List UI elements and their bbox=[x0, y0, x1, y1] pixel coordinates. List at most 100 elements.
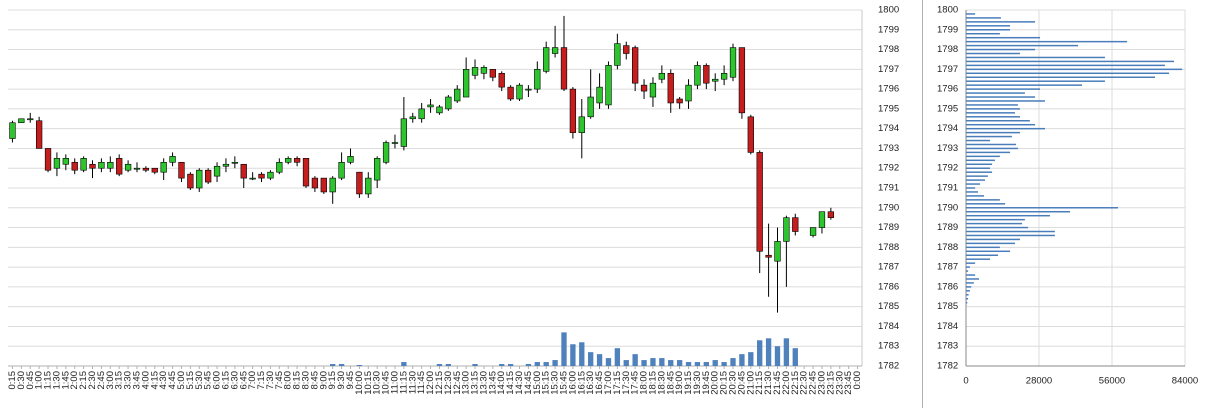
volume-bar bbox=[694, 362, 701, 366]
candle-body bbox=[302, 158, 310, 187]
x-tick-label: 9:45 bbox=[345, 371, 356, 390]
candle-body bbox=[53, 158, 61, 169]
profile-bar bbox=[966, 203, 1006, 205]
y-tick-label: 1785 bbox=[937, 301, 958, 312]
candle-body bbox=[436, 106, 443, 114]
profile-bar bbox=[966, 127, 1045, 130]
volume-bar bbox=[676, 360, 683, 366]
profile-bar bbox=[966, 298, 969, 300]
x-tick-label: 9:30 bbox=[336, 371, 347, 390]
candle-body bbox=[365, 177, 372, 195]
profile-bar bbox=[966, 40, 1128, 43]
x-tick-label: 18:30 bbox=[656, 371, 667, 395]
candle-body bbox=[605, 65, 612, 106]
x-tick-label: 2:45 bbox=[96, 371, 107, 390]
x-tick-label: 16:45 bbox=[594, 371, 605, 395]
volume-bar bbox=[632, 354, 638, 366]
x-tick-label: 11:30 bbox=[407, 371, 418, 394]
profile-bar bbox=[966, 92, 1025, 94]
x-tick-label: 18:00 bbox=[639, 371, 650, 395]
y-tick-label: 1787 bbox=[937, 262, 958, 273]
candle-body bbox=[240, 163, 247, 179]
x-tick-label: 10:30 bbox=[372, 371, 383, 395]
volume-bar bbox=[570, 344, 576, 366]
x-tick-label: 21:15 bbox=[754, 371, 765, 395]
x-tick-label: 21:00 bbox=[745, 371, 756, 395]
profile-bar bbox=[966, 29, 1011, 31]
volume-bar bbox=[338, 364, 345, 366]
y-tick-label: 1787 bbox=[878, 262, 899, 273]
x-tick-label: 15:30 bbox=[550, 371, 561, 395]
x-tick-label: 9:00 bbox=[318, 371, 329, 390]
x-tick-label: 21:30 bbox=[763, 371, 774, 395]
volume-bar bbox=[774, 346, 781, 366]
x-tick-label: 15:45 bbox=[559, 371, 570, 395]
profile-bar bbox=[966, 108, 1020, 110]
x-tick-label: 13:45 bbox=[487, 371, 498, 395]
candle-body bbox=[391, 142, 399, 144]
volume-bar bbox=[659, 358, 665, 366]
x-tick-label: 23:15 bbox=[825, 371, 836, 395]
y-tick-label: 1794 bbox=[878, 123, 899, 134]
y-tick-label: 1799 bbox=[878, 24, 899, 35]
x-tick-label: 22:45 bbox=[808, 371, 819, 395]
profile-bar bbox=[966, 96, 1036, 98]
x-tick-label: 16:00 bbox=[567, 371, 578, 395]
profile-bar bbox=[966, 167, 990, 169]
profile-bar bbox=[966, 234, 1055, 237]
profile-bar bbox=[966, 250, 1011, 253]
candle-body bbox=[311, 177, 319, 189]
x-tick-label: 17:30 bbox=[621, 371, 632, 395]
volume-bar bbox=[356, 365, 363, 366]
profile-bar bbox=[966, 88, 1041, 90]
y-tick-label: 1792 bbox=[878, 163, 899, 174]
candle-body bbox=[818, 211, 826, 228]
candle-body bbox=[667, 72, 674, 104]
profile-bar bbox=[966, 238, 1020, 241]
x-tick-label: 11:45 bbox=[416, 371, 427, 394]
candle-body bbox=[116, 158, 123, 175]
candle-body bbox=[614, 43, 621, 66]
x-tick-label: 0:15 bbox=[7, 371, 18, 390]
x-tick-label: 15:00 bbox=[532, 371, 543, 395]
x-tick-label: 2:30 bbox=[87, 371, 98, 390]
y-tick-label: 1783 bbox=[878, 341, 899, 352]
volume-bar bbox=[507, 364, 514, 366]
y-tick-label: 1782 bbox=[937, 361, 958, 372]
candle-body bbox=[694, 65, 701, 86]
profile-bar bbox=[966, 36, 1041, 39]
candle-body bbox=[809, 227, 817, 236]
y-tick-label: 1793 bbox=[937, 143, 958, 154]
x-tick-label: 18:45 bbox=[665, 371, 676, 395]
x-tick-label: 0:00 bbox=[852, 371, 863, 390]
volume-bar bbox=[721, 362, 727, 366]
profile-bar bbox=[966, 274, 976, 276]
profile-bar bbox=[966, 222, 1023, 225]
candle-body bbox=[649, 82, 657, 98]
candle-body bbox=[98, 161, 105, 169]
y-tick-label: 1795 bbox=[937, 103, 958, 114]
x-tick-label: 15:15 bbox=[541, 371, 552, 395]
x-tick-label: 5:00 bbox=[176, 371, 187, 390]
profile-bar bbox=[966, 135, 1012, 138]
x-tick-label: 19:00 bbox=[674, 371, 685, 395]
y-tick-label: 1784 bbox=[878, 321, 899, 332]
profile-bar bbox=[966, 100, 1045, 102]
y-tick-label: 1799 bbox=[937, 24, 958, 35]
profile-bar bbox=[966, 207, 1118, 209]
x-tick-label: 10:45 bbox=[381, 371, 392, 395]
x-tick-label: 17:45 bbox=[630, 371, 641, 395]
x-tick-label: 6:00 bbox=[212, 371, 223, 390]
profile-bar bbox=[966, 80, 1105, 82]
profile-bar bbox=[966, 48, 1036, 51]
profile-bar bbox=[966, 214, 1050, 217]
candle-body bbox=[107, 161, 114, 169]
profile-bar bbox=[966, 278, 980, 280]
profile-bar bbox=[966, 17, 1001, 19]
x-tick-label: 7:00 bbox=[247, 371, 258, 390]
profile-bar bbox=[966, 112, 1016, 114]
x-tick-label: 14:00 bbox=[496, 371, 507, 395]
x-tick-label: 3:15 bbox=[114, 371, 125, 390]
profile-bar bbox=[966, 151, 1011, 154]
volume-bar bbox=[739, 354, 745, 366]
